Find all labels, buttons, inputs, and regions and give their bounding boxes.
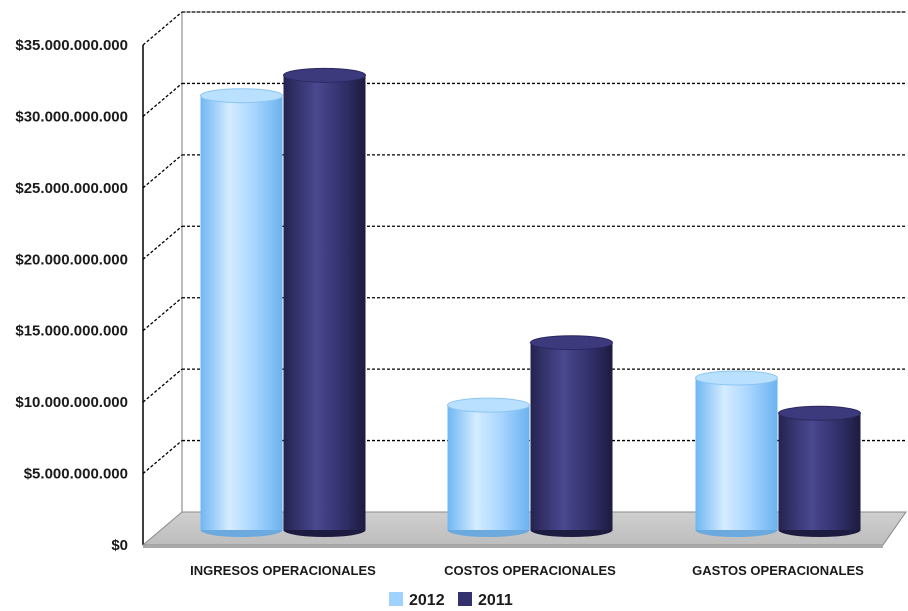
bar-2011-2: [530, 335, 613, 537]
gridline-side: [142, 368, 183, 403]
legend-swatch: [389, 592, 403, 606]
y-tick-label: $10.000.000.000: [15, 394, 128, 411]
floor-front-edge: [143, 545, 883, 548]
bar-2012-1: [200, 88, 283, 537]
y-tick-label: $5.000.000.000: [24, 466, 128, 483]
y-tick-label: $15.000.000.000: [15, 323, 128, 340]
category-label: GASTOS OPERACIONALES: [692, 563, 864, 578]
gridline-side: [142, 297, 183, 332]
bar-2012-2: [447, 397, 530, 537]
y-tick-label: $0: [111, 537, 128, 554]
gridline-side: [142, 225, 183, 260]
y-tick-label: $25.000.000.000: [15, 180, 128, 197]
bar-2012-3: [695, 370, 778, 537]
y-tick-labels: $0 $5.000.000.000 $10.000.000.000 $15.000.0…: [15, 37, 128, 554]
gridline-side: [142, 82, 183, 117]
gridline-side: [142, 11, 183, 46]
category-label: COSTOS OPERACIONALES: [444, 563, 616, 578]
legend-item-2012: 2012: [389, 592, 445, 609]
bar-2011-1: [283, 67, 366, 537]
legend-item-2011: 2011: [458, 592, 513, 609]
legend-label: 2011: [478, 592, 513, 609]
gridline-side: [142, 154, 183, 189]
legend: 2012 2011: [389, 592, 513, 609]
legend-swatch: [458, 592, 472, 606]
y-tick-label: $30.000.000.000: [15, 108, 128, 125]
bar-2011-3: [778, 405, 861, 537]
gridline-side: [142, 440, 183, 475]
y-tick-label: $35.000.000.000: [15, 37, 128, 54]
category-label: INGRESOS OPERACIONALES: [190, 563, 376, 578]
category-labels: INGRESOS OPERACIONALES COSTOS OPERACIONAL…: [190, 563, 864, 578]
y-tick-label: $20.000.000.000: [15, 251, 128, 268]
bars: [200, 67, 861, 537]
legend-label: 2012: [409, 592, 445, 609]
